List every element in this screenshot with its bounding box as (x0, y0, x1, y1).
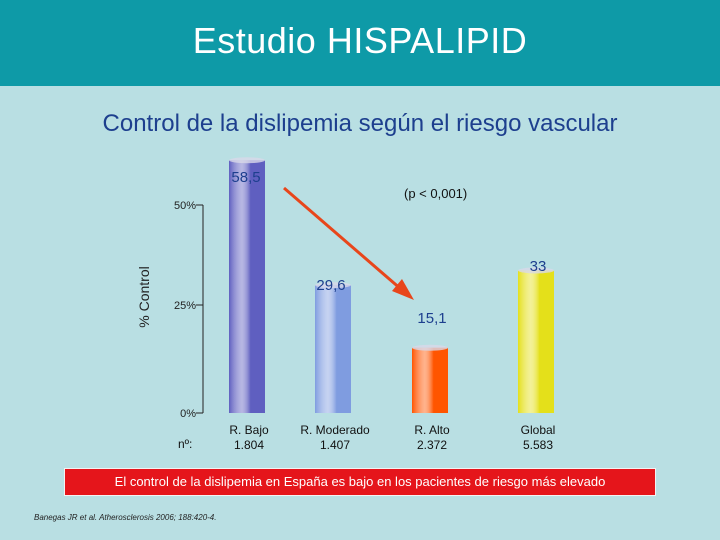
category-label-3: Global (521, 423, 556, 437)
value-label-0: 58,5 (231, 169, 260, 186)
n-label: nº: (178, 437, 192, 451)
value-label-2: 15,1 (417, 310, 446, 327)
category-label-2: R. Alto (414, 423, 450, 437)
bar-shading-1 (315, 285, 351, 413)
y-tick-label: 25% (174, 300, 196, 312)
n-value-2: 2.372 (417, 438, 447, 452)
y-tick-label: 50% (174, 200, 196, 212)
bar-cap-0 (229, 157, 265, 164)
conclusion-banner: El control de la dislipemia en España es… (64, 468, 656, 496)
y-tick-label: 0% (180, 408, 196, 420)
page-title: Estudio HISPALIPID (192, 20, 528, 61)
n-value-1: 1.407 (320, 438, 350, 452)
reference-citation: Banegas JR et al. Atherosclerosis 2006; … (34, 513, 217, 522)
value-label-1: 29,6 (316, 277, 345, 294)
n-value-0: 1.804 (234, 438, 264, 452)
bar-cap-2 (412, 344, 448, 351)
n-value-3: 5.583 (523, 438, 553, 452)
significance-label: (p < 0,001) (404, 186, 467, 201)
category-label-1: R. Moderado (300, 423, 370, 437)
bar-cap-1 (315, 282, 351, 289)
bar-shading-3 (518, 270, 554, 413)
category-label-0: R. Bajo (229, 423, 269, 437)
trend-arrow (283, 186, 414, 300)
title-bar: Estudio HISPALIPID (0, 0, 720, 86)
bar-cap-3 (518, 267, 554, 274)
value-label-3: 33 (530, 258, 547, 275)
chart-subtitle: Control de la dislipemia según el riesgo… (102, 110, 618, 137)
bar-shading-0 (229, 160, 265, 413)
bar-shading-2 (412, 347, 448, 413)
